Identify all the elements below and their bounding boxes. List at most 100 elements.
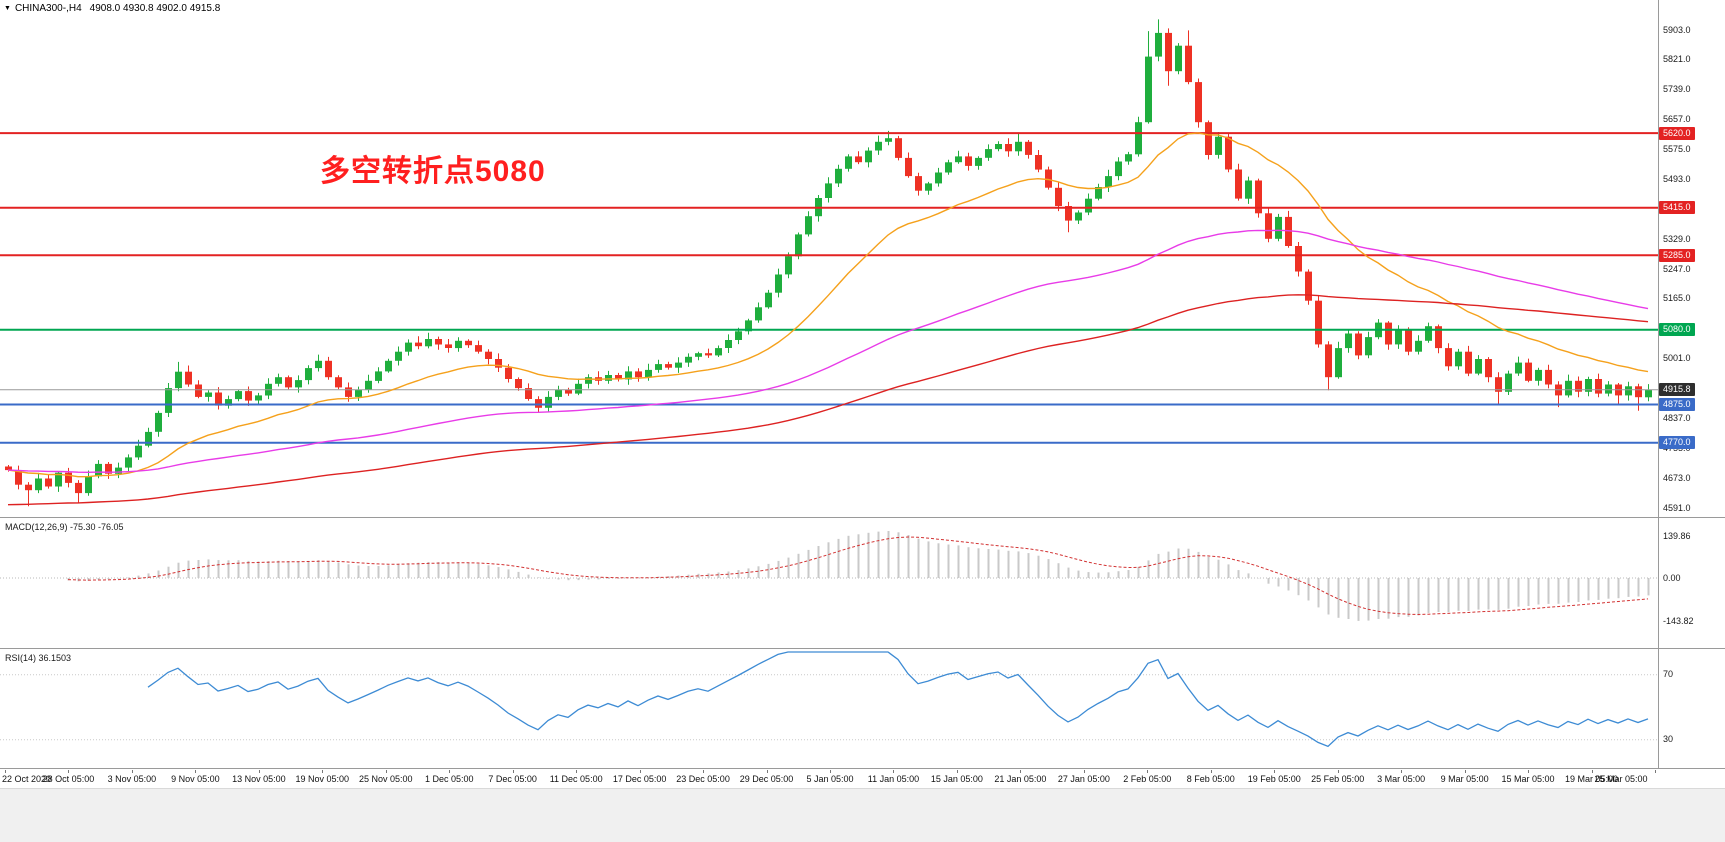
candle-body — [1595, 379, 1602, 394]
candle-body — [1605, 384, 1612, 394]
time-axis[interactable]: 22 Oct 2020 28 Oct 05:00 3 Nov 05:00 9 Nov … — [0, 769, 1725, 788]
candle-body — [325, 360, 332, 378]
candle-body — [825, 183, 832, 198]
macd-rsi-separator[interactable] — [0, 648, 1725, 649]
price-level-badge: 5080.0 — [1659, 323, 1695, 337]
time-axis-label: 5 Jan 05:00 — [806, 774, 854, 784]
candle-body — [1585, 379, 1592, 392]
price-axis-label: 5165.0 — [1663, 293, 1691, 304]
macd-panel-canvas[interactable] — [0, 518, 1658, 648]
candle-body — [375, 371, 382, 381]
candle-body — [245, 391, 252, 401]
candle-body — [685, 356, 692, 363]
candle-body — [755, 307, 762, 321]
candle-body — [285, 377, 292, 388]
candle-body — [695, 353, 702, 357]
candle-body — [1625, 386, 1632, 396]
price-chart-canvas[interactable] — [0, 0, 1658, 517]
time-axis-label: 25 Feb 05:00 — [1311, 774, 1365, 784]
candle-body — [1535, 369, 1542, 381]
candle-body — [1545, 369, 1552, 385]
price-macd-separator[interactable] — [0, 517, 1725, 518]
time-tick — [131, 770, 133, 773]
price-axis-label: 4591.0 — [1663, 502, 1691, 513]
chart-collapse-icon[interactable]: ▼ — [4, 5, 11, 12]
candle-body — [1135, 122, 1142, 155]
price-axis-label: 5821.0 — [1663, 54, 1691, 65]
candle-body — [1465, 351, 1472, 374]
candle-body — [1275, 216, 1282, 239]
candle-body — [735, 331, 742, 340]
ohlc-values: 4908.0 4930.8 4902.0 4915.8 — [89, 3, 221, 14]
macd-signal-line — [67, 536, 1649, 616]
candle-body — [895, 138, 902, 158]
price-axis[interactable]: 5903.05821.05739.05657.05575.05493.05411… — [1659, 0, 1725, 788]
price-axis-label: 5247.0 — [1663, 263, 1691, 274]
time-axis-label: 11 Jan 05:00 — [867, 774, 920, 784]
candle-body — [435, 339, 442, 345]
candle-body — [775, 274, 782, 293]
candle-body — [765, 292, 772, 308]
time-axis-label: 1 Dec 05:00 — [424, 774, 474, 784]
time-tick — [449, 770, 451, 773]
time-tick — [1401, 770, 1403, 773]
candle-body — [1165, 32, 1172, 72]
time-tick — [258, 770, 260, 773]
candle-body — [925, 183, 932, 191]
rsi-panel-canvas[interactable] — [0, 649, 1658, 769]
time-tick — [1528, 770, 1530, 773]
time-axis-label: 3 Nov 05:00 — [107, 774, 157, 784]
candle-body — [1335, 348, 1342, 378]
price-level-badge: 4875.0 — [1659, 398, 1695, 412]
candle-body — [515, 379, 522, 389]
candle-body — [165, 388, 172, 413]
candle-body — [115, 467, 122, 474]
candle-body — [1475, 359, 1482, 374]
candle-body — [1235, 169, 1242, 199]
candle-body — [1395, 329, 1402, 345]
time-tick — [322, 770, 324, 773]
candle-body — [345, 387, 352, 397]
candle-body — [865, 150, 872, 163]
time-axis-label: 19 Nov 05:00 — [295, 774, 350, 784]
time-axis-label: 27 Jan 05:00 — [1057, 774, 1110, 784]
candle-body — [25, 484, 32, 491]
candle-body — [805, 216, 812, 235]
candle-body — [1225, 136, 1232, 170]
time-tick — [639, 770, 641, 773]
candle-body — [185, 371, 192, 385]
candle-body — [1265, 213, 1272, 239]
time-tick — [830, 770, 831, 773]
time-axis-label: 29 Dec 05:00 — [739, 774, 794, 784]
candle-body — [705, 353, 712, 356]
candle-body — [845, 156, 852, 169]
ma-line-medium — [7, 229, 1649, 474]
price-level-badge: 5620.0 — [1659, 126, 1695, 140]
candle-body — [1055, 187, 1062, 206]
candle-body — [795, 234, 802, 257]
rsi-indicator-label: RSI(14) 36.1503 — [5, 653, 72, 663]
candle-body — [5, 466, 12, 471]
candle-body — [55, 472, 62, 487]
price-level-badge: 5415.0 — [1659, 201, 1695, 215]
candle-body — [725, 340, 732, 348]
time-tick — [893, 770, 895, 773]
candle-body — [1245, 180, 1252, 199]
chart-timeaxis-separator — [0, 768, 1725, 769]
candle-body — [715, 348, 722, 356]
candle-body — [1365, 337, 1372, 356]
price-axis-label: 5493.0 — [1663, 173, 1691, 184]
annotation-text[interactable]: 多空转折点5080 — [320, 155, 546, 188]
price-axis-label: 5903.0 — [1663, 24, 1691, 35]
candle-body — [425, 339, 432, 347]
macd-axis-label: 139.86 — [1663, 530, 1691, 541]
time-axis-label: 7 Dec 05:00 — [488, 774, 537, 784]
candle-body — [475, 345, 482, 352]
candle-body — [1385, 322, 1392, 345]
price-level-badge: 4770.0 — [1659, 436, 1695, 450]
candle-body — [915, 176, 922, 191]
time-tick — [195, 770, 197, 773]
time-axis-label: 21 Jan 05:00 — [994, 774, 1047, 784]
price-axis-label: 5329.0 — [1663, 233, 1691, 244]
time-axis-label: 19 Feb 05:00 — [1247, 774, 1301, 784]
